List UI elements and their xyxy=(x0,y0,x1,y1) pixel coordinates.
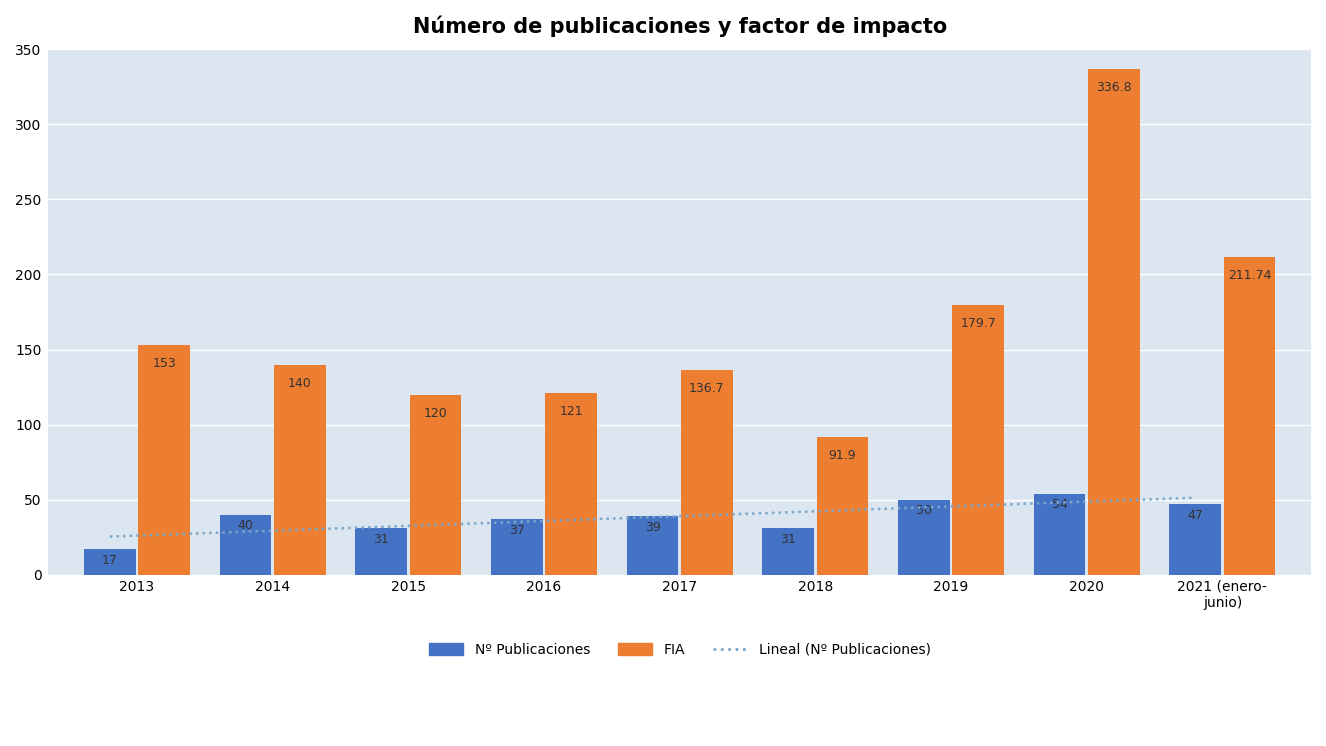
Bar xyxy=(682,369,732,575)
Text: 179.7: 179.7 xyxy=(960,317,996,330)
Text: 54: 54 xyxy=(1052,498,1067,511)
Text: 50: 50 xyxy=(916,504,932,517)
Text: 40: 40 xyxy=(237,519,253,533)
Bar xyxy=(952,305,1004,575)
Bar xyxy=(355,528,407,575)
Bar xyxy=(1089,69,1139,575)
Title: Número de publicaciones y factor de impacto: Número de publicaciones y factor de impa… xyxy=(412,15,947,37)
Text: 136.7: 136.7 xyxy=(690,381,724,395)
Bar xyxy=(410,395,461,575)
Text: 31: 31 xyxy=(780,533,796,546)
Bar xyxy=(274,365,326,575)
Bar xyxy=(491,519,542,575)
Text: 140: 140 xyxy=(288,377,312,389)
Bar xyxy=(1034,494,1085,575)
Text: 39: 39 xyxy=(644,521,660,534)
Legend: Nº Publicaciones, FIA, Lineal (Nº Publicaciones): Nº Publicaciones, FIA, Lineal (Nº Public… xyxy=(423,637,936,662)
Bar xyxy=(762,528,814,575)
Text: 47: 47 xyxy=(1187,509,1203,521)
Text: 37: 37 xyxy=(509,524,525,537)
Bar xyxy=(817,437,869,575)
Text: 17: 17 xyxy=(102,554,118,567)
Text: 91.9: 91.9 xyxy=(829,449,857,462)
Bar xyxy=(1224,257,1276,575)
Text: 211.74: 211.74 xyxy=(1228,269,1272,282)
Bar xyxy=(545,393,597,575)
Text: 31: 31 xyxy=(374,533,389,546)
Bar xyxy=(627,516,679,575)
Bar xyxy=(84,549,135,575)
Bar xyxy=(1170,504,1221,575)
Text: 121: 121 xyxy=(560,405,583,419)
Bar xyxy=(898,500,949,575)
Text: 120: 120 xyxy=(423,407,447,420)
Text: 336.8: 336.8 xyxy=(1097,81,1131,94)
Bar xyxy=(220,515,272,575)
Text: 153: 153 xyxy=(152,357,176,370)
Bar xyxy=(138,345,190,575)
